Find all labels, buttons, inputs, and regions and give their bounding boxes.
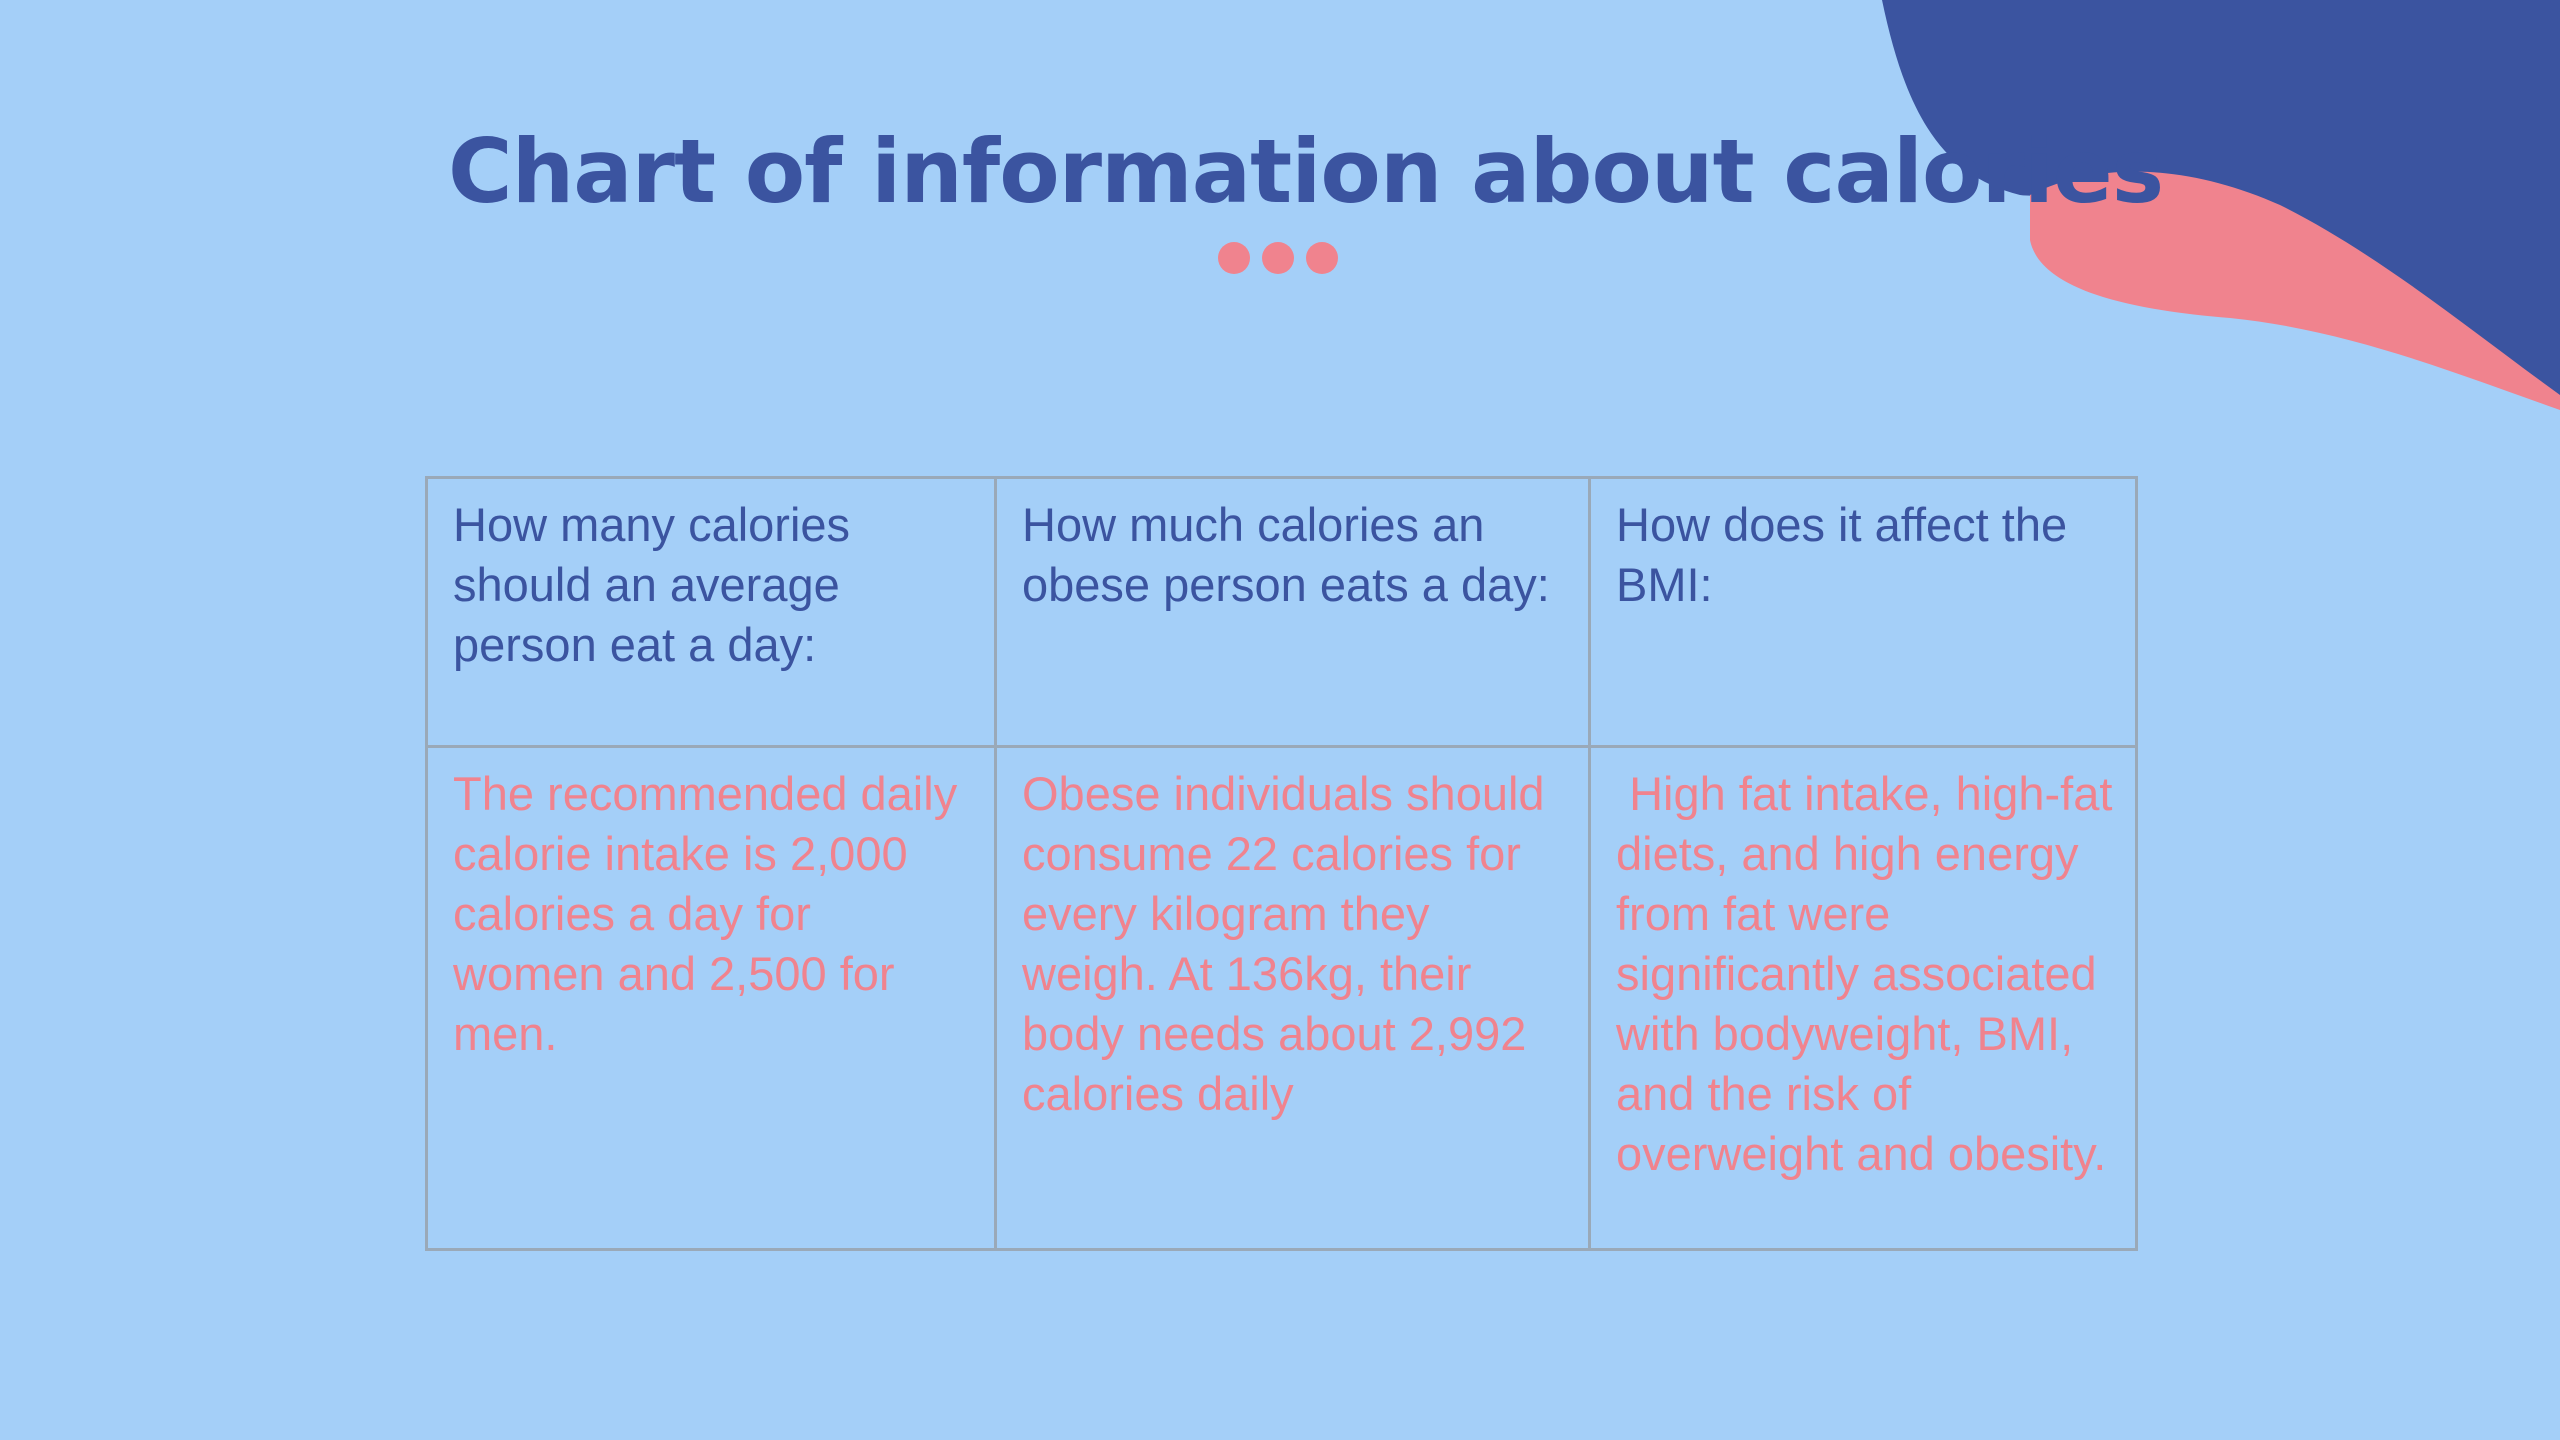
dot [1306, 242, 1338, 274]
page-title: Chart of information about calories [448, 120, 2164, 223]
table-header-cell: How much calories an obese person eats a… [994, 476, 1591, 748]
table-header-cell: How many calories should an average pers… [425, 476, 997, 748]
table-cell: High fat intake, high-fat diets, and hig… [1588, 745, 2138, 1251]
dot [1218, 242, 1250, 274]
table-cell: Obese individuals should consume 22 calo… [994, 745, 1591, 1251]
title-dots-ornament [1218, 242, 1338, 274]
table-header-row: How many calories should an average pers… [425, 476, 2138, 748]
dark-blue-blob [1882, 0, 2560, 408]
table-header-cell: How does it affect the BMI: [1588, 476, 2138, 748]
table-cell: The recommended daily calorie intake is … [425, 745, 997, 1251]
dot [1262, 242, 1294, 274]
table-row: The recommended daily calorie intake is … [425, 745, 2138, 1251]
calories-info-table: How many calories should an average pers… [425, 476, 2138, 1251]
pink-blob [2030, 171, 2560, 410]
